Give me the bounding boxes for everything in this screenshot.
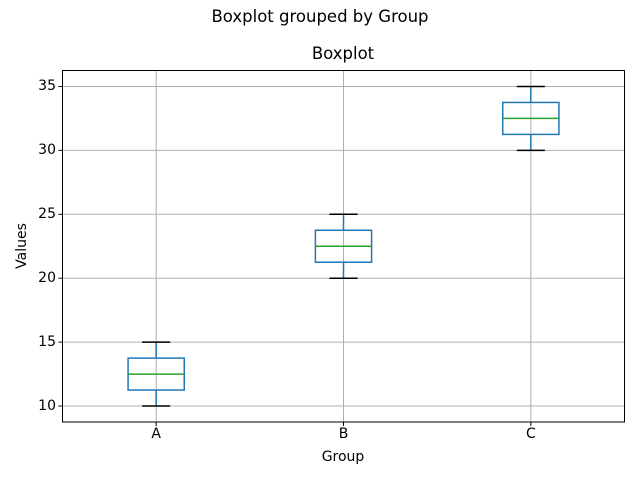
y-tick-label-30: 30 (38, 141, 56, 158)
x-axis-label: Group (321, 449, 365, 465)
y-tick-label-20: 20 (38, 269, 56, 286)
y-tick-label-10: 10 (38, 397, 56, 414)
x-tick-label-A: A (151, 426, 161, 442)
x-tick-label-C: C (525, 426, 536, 442)
x-tick-label-B: B (338, 426, 349, 442)
figure-suptitle: Boxplot grouped by Group (211, 7, 429, 26)
y-tick-label-15: 15 (38, 333, 56, 350)
y-tick-label-25: 25 (38, 205, 56, 222)
axes-title: Boxplot (311, 44, 375, 63)
y-tick-label-35: 35 (38, 77, 56, 94)
